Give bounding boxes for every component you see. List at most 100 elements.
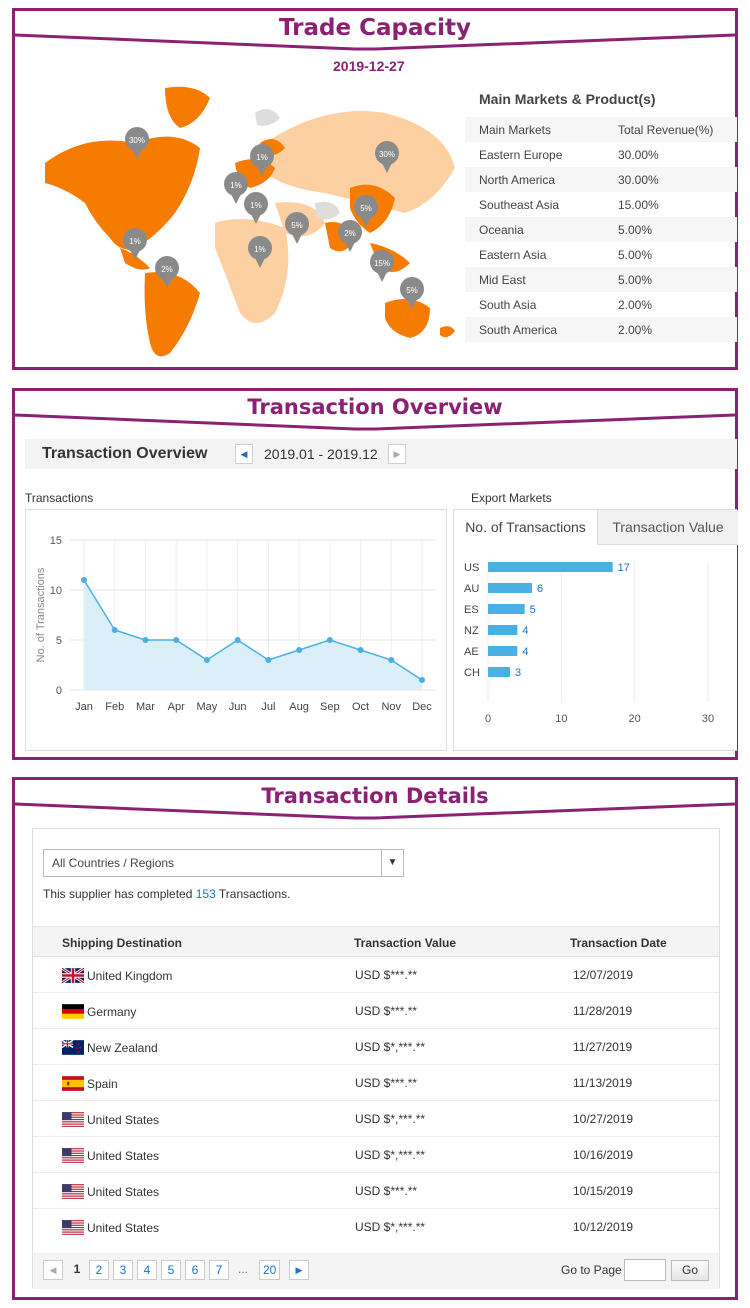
usa-flag-icon (62, 1184, 84, 1199)
transaction-count: 153 (195, 887, 216, 901)
trade-capacity-panel: Trade Capacity 2019-12-27 (12, 8, 738, 370)
bar-value-label: 6 (537, 583, 543, 595)
usa-flag-icon (62, 1112, 84, 1127)
svg-text:2%: 2% (161, 265, 173, 274)
page-4[interactable]: 4 (137, 1260, 157, 1280)
transaction-date: 11/13/2019 (573, 1076, 633, 1090)
transaction-value: USD $***.** (355, 1076, 418, 1090)
caret-down-icon[interactable]: ▼ (381, 850, 403, 876)
details-box: All Countries / Regions ▼ This supplier … (32, 828, 720, 1289)
map-pin: 5% (354, 195, 378, 227)
chevron-left-icon: ◀ (49, 1265, 57, 1275)
page-2[interactable]: 2 (89, 1260, 109, 1280)
bar (488, 604, 525, 614)
bar (488, 562, 613, 572)
map-pin: 1% (244, 192, 268, 224)
next-page-button[interactable]: ▶ (289, 1260, 309, 1280)
main-markets-header: Main Markets Total Revenue(%) (465, 117, 737, 142)
transaction-overview-panel: Transaction Overview Transaction Overvie… (12, 388, 738, 760)
bar (488, 583, 532, 593)
destination-country: Germany (87, 1004, 137, 1019)
transactions-line-chart: 0 5 10 15 Jan Feb Mar Apr May Jun Jul Aug Sep Oct Nov D… (35, 535, 436, 713)
destination-country: United States (87, 1112, 160, 1127)
bar-value-label: 4 (522, 646, 528, 658)
market-name: Eastern Asia (479, 247, 547, 262)
go-button[interactable]: Go (671, 1260, 709, 1281)
country-region-select[interactable]: All Countries / Regions ▼ (43, 849, 404, 877)
destination-country: United Kingdom (87, 968, 173, 983)
usa-flag-icon (62, 1148, 84, 1163)
header-main-markets: Main Markets (479, 122, 552, 137)
market-name: North America (479, 172, 556, 187)
data-point (142, 637, 149, 643)
map-gray-regions (255, 109, 340, 220)
svg-text:5%: 5% (291, 221, 303, 230)
page-5[interactable]: 5 (161, 1260, 181, 1280)
map-pin: 15% (370, 250, 394, 282)
y-tick-label: 15 (50, 535, 62, 547)
prev-page-button[interactable]: ◀ (43, 1260, 63, 1280)
transaction-date: 11/28/2019 (573, 1004, 633, 1018)
market-revenue: 15.00% (618, 197, 659, 212)
main-markets-table: Main Markets Total Revenue(%) Eastern Eu… (465, 117, 737, 342)
world-map: 30% 1% 1% 1% 30% 5% 5% 2% 1% 1% 2% 15% 5… (45, 86, 455, 357)
table-row: United States USD $***.** 10/15/2019 (33, 1173, 719, 1209)
table-row: Germany USD $***.** 11/28/2019 (33, 993, 719, 1029)
x-tick-label: Nov (381, 701, 401, 713)
destination-country: New Zealand (87, 1040, 158, 1055)
x-tick-label: Apr (168, 701, 185, 713)
transaction-value: USD $*,***.** (355, 1112, 426, 1126)
market-revenue: 2.00% (618, 297, 653, 312)
next-period-button[interactable]: ▶ (388, 444, 406, 464)
svg-text:5%: 5% (406, 286, 418, 295)
svg-text:1%: 1% (129, 237, 141, 246)
data-point (419, 677, 425, 683)
x-tick-label: 20 (629, 713, 641, 725)
market-name: South Asia (479, 297, 537, 312)
prev-period-button[interactable]: ◀ (235, 444, 253, 464)
tab-transaction-value[interactable]: Transaction Value (598, 510, 738, 545)
data-point (234, 637, 241, 643)
market-row: Eastern Asia 5.00% (465, 242, 737, 267)
header-transaction-date: Transaction Date (570, 936, 667, 950)
map-pins: 30% 1% 1% 1% 30% 5% 5% 2% 1% 1% 2% 15% 5… (123, 127, 424, 309)
page-6[interactable]: 6 (185, 1260, 205, 1280)
x-tick-label: Jul (261, 701, 275, 713)
page-7[interactable]: 7 (209, 1260, 229, 1280)
data-point (357, 647, 364, 653)
page-3[interactable]: 3 (113, 1260, 133, 1280)
y-tick-label: 5 (56, 635, 62, 647)
page-1[interactable]: 1 (73, 1262, 81, 1276)
x-tick-label: May (197, 701, 218, 713)
series-line (83, 579, 423, 681)
data-point (203, 657, 210, 663)
data-point (81, 577, 87, 583)
map-pin: 5% (285, 212, 309, 244)
x-tick-label: 30 (702, 713, 714, 725)
destination-country: United States (87, 1184, 160, 1199)
tab-no-of-transactions[interactable]: No. of Transactions (454, 510, 598, 545)
svg-text:5%: 5% (360, 204, 372, 213)
destination-country: United States (87, 1148, 160, 1163)
pagination: ◀ 1 2 3 4 5 6 7 ... 20 ▶ Go to Page Go (33, 1253, 719, 1289)
transaction-value: USD $***.** (355, 1184, 418, 1198)
export-markets-bar-chart: 0 10 20 30 US 17 AU 6 ES 5 NZ 4 AE 4 CH 3 (464, 561, 714, 725)
main-markets-title: Main Markets & Product(s) (479, 91, 656, 107)
goto-page-input[interactable] (624, 1259, 666, 1281)
page-20[interactable]: 20 (259, 1260, 281, 1280)
category-label: US (464, 562, 479, 574)
bar (488, 646, 518, 656)
destination-country: United States (87, 1220, 160, 1235)
bar (488, 625, 518, 635)
x-tick-label: Aug (289, 701, 309, 713)
data-point (173, 637, 180, 643)
svg-text:2%: 2% (344, 229, 356, 238)
uk-flag-icon (62, 968, 84, 983)
market-revenue: 5.00% (618, 247, 653, 262)
x-tick-label: Sep (320, 701, 340, 713)
data-point (296, 647, 303, 653)
goto-label: Go to Page (561, 1263, 622, 1277)
header-transaction-value: Transaction Value (354, 936, 457, 950)
map-pin: 1% (248, 236, 272, 268)
bar-value-label: 4 (522, 625, 528, 637)
